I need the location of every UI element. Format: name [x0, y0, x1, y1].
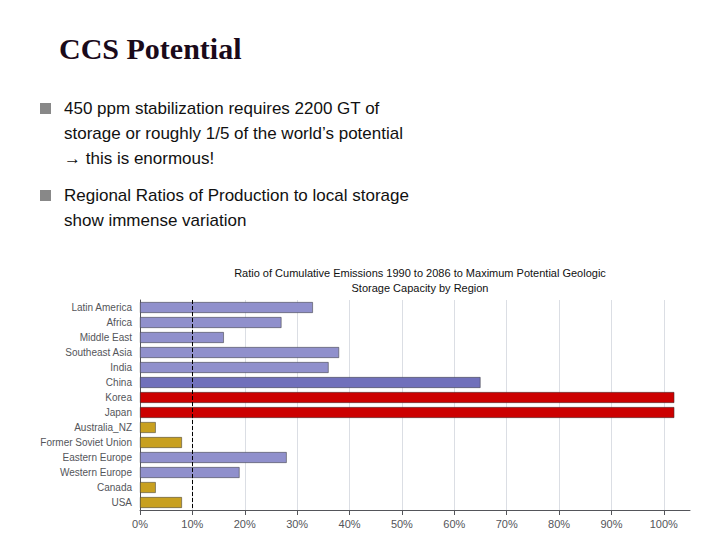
svg-text:Australia_NZ: Australia_NZ	[74, 422, 132, 433]
svg-text:Middle East: Middle East	[80, 332, 132, 343]
svg-text:50%: 50%	[391, 518, 413, 530]
svg-text:40%: 40%	[339, 518, 361, 530]
svg-text:80%: 80%	[548, 518, 570, 530]
svg-text:70%: 70%	[496, 518, 518, 530]
svg-text:Africa: Africa	[106, 317, 132, 328]
svg-text:30%: 30%	[286, 518, 308, 530]
svg-text:Japan: Japan	[105, 407, 132, 418]
svg-text:Regional Ratios of Production: Regional Ratios of Production to local s…	[64, 186, 409, 205]
svg-text:USA: USA	[111, 497, 132, 508]
svg-text:storage or roughly 1/5 of the: storage or roughly 1/5 of the world’s po…	[64, 124, 403, 143]
svg-text:CCS Potential: CCS Potential	[59, 32, 242, 65]
svg-text:90%: 90%	[600, 518, 622, 530]
svg-text:20%: 20%	[234, 518, 256, 530]
svg-text:Latin America: Latin America	[71, 302, 132, 313]
svg-text:60%: 60%	[443, 518, 465, 530]
svg-text:0%: 0%	[132, 518, 148, 530]
svg-text:450 ppm stabilization requires: 450 ppm stabilization requires 2200 GT o…	[64, 99, 380, 118]
svg-text:Eastern Europe: Eastern Europe	[63, 452, 133, 463]
svg-text:show immense variation: show immense variation	[64, 211, 246, 230]
svg-text:China: China	[106, 377, 133, 388]
svg-text:100%: 100%	[650, 518, 678, 530]
svg-text:Canada: Canada	[97, 482, 132, 493]
svg-text:India: India	[110, 362, 132, 373]
svg-text:Western Europe: Western Europe	[60, 467, 133, 478]
svg-text:Storage Capacity by Region: Storage Capacity by Region	[352, 282, 489, 294]
svg-text:Former Soviet Union: Former Soviet Union	[40, 437, 132, 448]
svg-text:Korea: Korea	[105, 392, 132, 403]
svg-text:Ratio of Cumulative Emissions: Ratio of Cumulative Emissions 1990 to 20…	[234, 267, 606, 279]
svg-text:10%: 10%	[181, 518, 203, 530]
svg-text:→ this is enormous!: → this is enormous!	[64, 149, 214, 168]
svg-text:Southeast Asia: Southeast Asia	[65, 347, 132, 358]
